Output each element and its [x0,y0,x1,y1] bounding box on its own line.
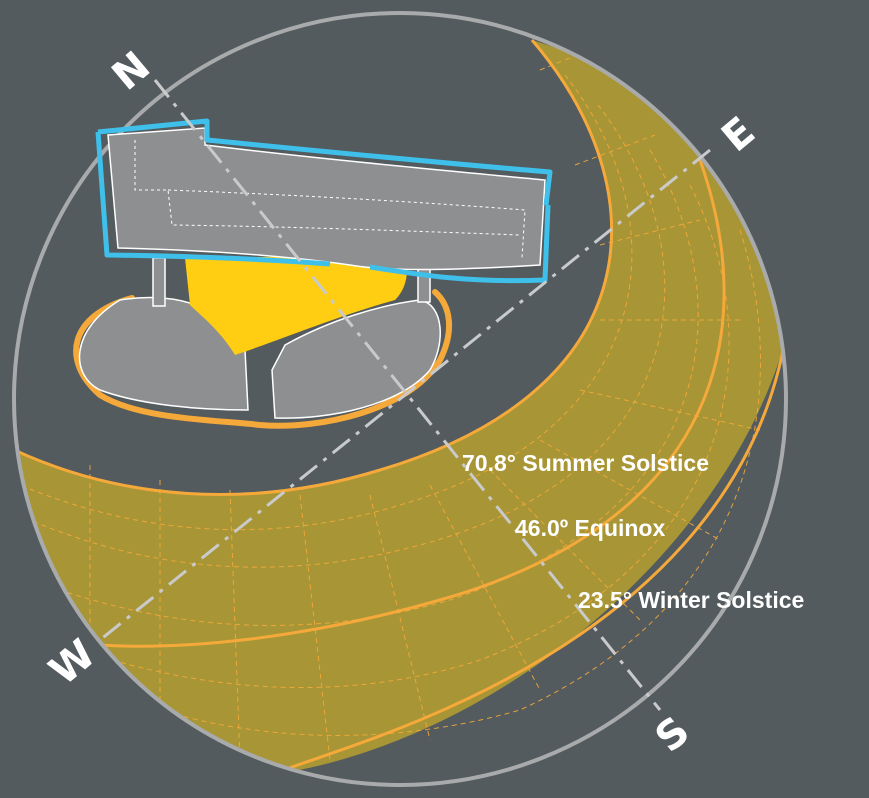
north-label: N [104,43,159,100]
roof-slab [107,127,546,271]
horizon-circle [12,11,788,787]
equinox-path [99,159,726,648]
east-label: E [713,108,764,161]
winter-solstice-label: 23.5° Winter Solstice [578,587,804,613]
east-west-axis [99,148,711,642]
courtyard [185,255,407,355]
equinox-label: 46.0º Equinox [515,515,665,541]
south-label: S [647,708,699,762]
summer-solstice-label: 70.8° Summer Solstice [462,450,709,476]
winter-solstice-path [269,339,786,777]
sun-band-area [14,40,786,775]
podium-right-block [271,299,441,419]
west-label: W [41,631,104,695]
podium-outline [73,289,453,429]
roof-outline [95,118,553,284]
roof-inner-dashed [134,140,526,259]
column-left [152,257,166,307]
building [73,118,553,429]
north-south-axis [153,79,662,711]
